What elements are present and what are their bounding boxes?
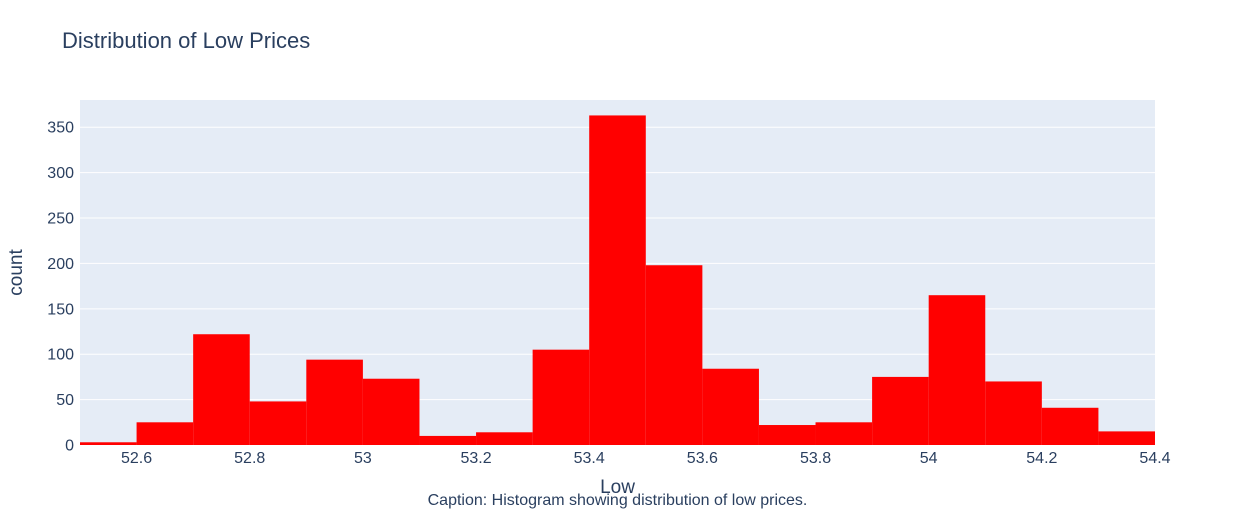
bars xyxy=(80,115,1155,446)
x-tick-label: 53 xyxy=(354,450,372,467)
histogram-bar xyxy=(476,432,533,445)
x-tick-label: 52.8 xyxy=(234,450,265,467)
histogram-bar xyxy=(1041,407,1099,445)
histogram-bar xyxy=(419,435,477,445)
histogram-bar xyxy=(815,422,873,445)
histogram-bar xyxy=(362,378,420,445)
x-tick-label: 53.4 xyxy=(574,450,605,467)
x-tick-label: 54.2 xyxy=(1026,450,1057,467)
x-axis-title: Low xyxy=(600,477,635,498)
y-tick-label: 200 xyxy=(47,256,74,273)
histogram-bar xyxy=(80,442,137,445)
y-tick-label: 150 xyxy=(47,301,74,318)
histogram-bar xyxy=(136,422,194,445)
x-tick-label: 53.6 xyxy=(687,450,718,467)
histogram-bar xyxy=(758,425,816,445)
x-tick-label: 52.6 xyxy=(121,450,152,467)
x-tick-label: 54 xyxy=(920,450,938,467)
x-tick-label: 53.2 xyxy=(460,450,491,467)
chart-caption: Caption: Histogram showing distribution … xyxy=(427,492,808,509)
x-tick-label: 53.8 xyxy=(800,450,831,467)
y-axis-title: count xyxy=(6,249,27,296)
histogram-bar xyxy=(645,265,703,445)
y-axis-ticks: 0 50 100 150 200 250 300 350 xyxy=(47,120,74,455)
histogram-bar xyxy=(589,115,646,446)
y-tick-label: 350 xyxy=(47,120,74,137)
y-tick-label: 100 xyxy=(47,347,74,364)
y-tick-label: 250 xyxy=(47,211,74,228)
y-tick-label: 300 xyxy=(47,165,74,182)
histogram-bar xyxy=(249,401,307,445)
histogram-bar xyxy=(1098,431,1155,445)
histogram-bar xyxy=(193,334,250,445)
histogram-bar xyxy=(702,368,759,445)
y-tick-label: 50 xyxy=(56,392,74,409)
chart-title: Distribution of Low Prices xyxy=(62,28,311,53)
histogram-bar xyxy=(928,295,986,445)
histogram-bar xyxy=(985,381,1042,445)
histogram-bar xyxy=(532,349,590,445)
y-tick-label: 0 xyxy=(65,438,74,455)
histogram-bar xyxy=(872,376,929,445)
x-tick-label: 54.4 xyxy=(1139,450,1170,467)
histogram-bar xyxy=(306,359,363,445)
x-axis-ticks: 52.6 52.8 53 53.2 53.4 53.6 53.8 54 54.2 54.4 xyxy=(121,450,1171,467)
